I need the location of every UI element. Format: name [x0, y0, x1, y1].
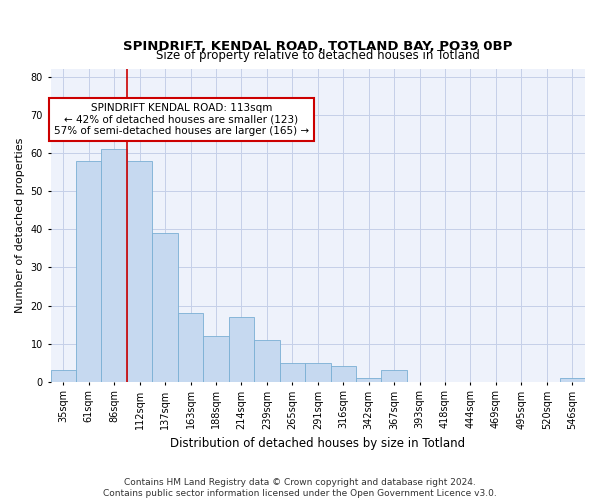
- X-axis label: Distribution of detached houses by size in Totland: Distribution of detached houses by size …: [170, 437, 466, 450]
- Text: Contains HM Land Registry data © Crown copyright and database right 2024.
Contai: Contains HM Land Registry data © Crown c…: [103, 478, 497, 498]
- Bar: [152, 233, 178, 382]
- Bar: [331, 366, 356, 382]
- Bar: [229, 317, 254, 382]
- Bar: [203, 336, 229, 382]
- Bar: [280, 362, 305, 382]
- Bar: [254, 340, 280, 382]
- Bar: [101, 150, 127, 382]
- Bar: [305, 362, 331, 382]
- Text: SPINDRIFT KENDAL ROAD: 113sqm
← 42% of detached houses are smaller (123)
57% of : SPINDRIFT KENDAL ROAD: 113sqm ← 42% of d…: [54, 103, 309, 136]
- Bar: [560, 378, 585, 382]
- Bar: [178, 313, 203, 382]
- Bar: [356, 378, 382, 382]
- Y-axis label: Number of detached properties: Number of detached properties: [15, 138, 25, 313]
- Title: SPINDRIFT, KENDAL ROAD, TOTLAND BAY, PO39 0BP: SPINDRIFT, KENDAL ROAD, TOTLAND BAY, PO3…: [123, 40, 512, 53]
- Text: Size of property relative to detached houses in Totland: Size of property relative to detached ho…: [156, 48, 480, 62]
- Bar: [382, 370, 407, 382]
- Bar: [50, 370, 76, 382]
- Bar: [76, 161, 101, 382]
- Bar: [127, 161, 152, 382]
